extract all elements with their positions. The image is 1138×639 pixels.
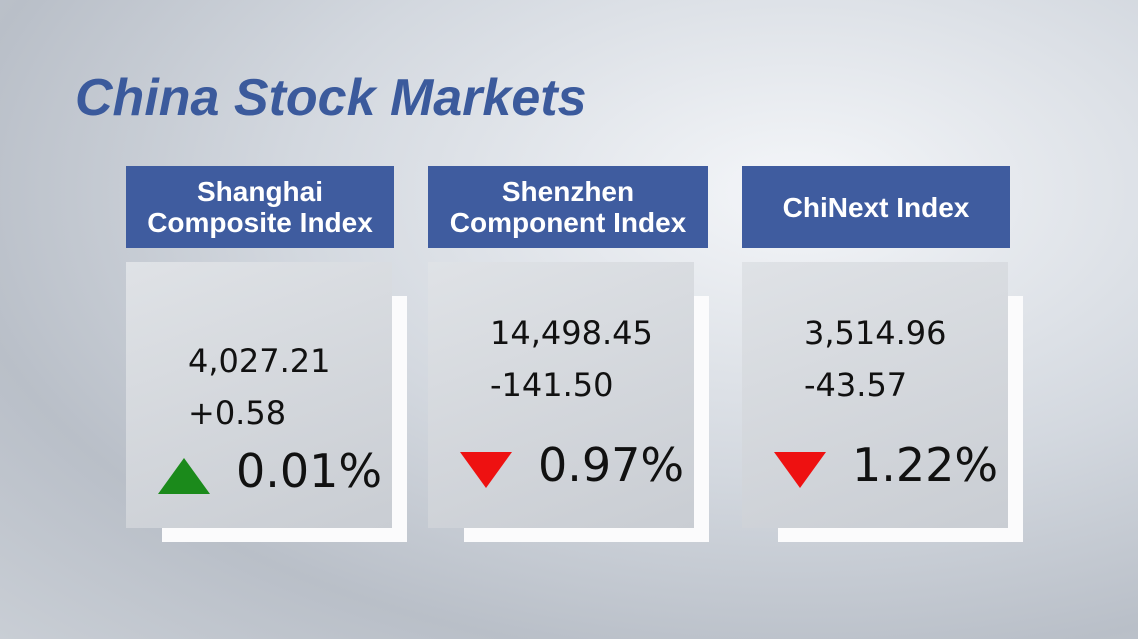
card-panel: 3,514.96 -43.57 1.22%: [742, 262, 1008, 528]
arrow-up: [158, 458, 210, 494]
index-change: -43.57: [804, 366, 908, 404]
stock-card: ChiNext Index 3,514.96 -43.57 1.22%: [742, 166, 1023, 544]
percent-change: 0.01%: [236, 444, 383, 498]
index-value: 3,514.96: [804, 314, 947, 352]
percent-change: 0.97%: [538, 438, 685, 492]
card-panel: 4,027.21 +0.58 0.01%: [126, 262, 392, 528]
card-header: Shanghai Composite Index: [126, 166, 394, 248]
card-header: Shenzhen Component Index: [428, 166, 708, 248]
arrow-shape: [158, 458, 210, 494]
arrow-shape: [774, 452, 826, 488]
arrow-down: [774, 452, 826, 488]
index-value: 14,498.45: [490, 314, 653, 352]
arrow-shape: [460, 452, 512, 488]
arrow-down: [460, 452, 512, 488]
stock-card: Shenzhen Component Index 14,498.45 -141.50…: [428, 166, 709, 544]
index-value: 4,027.21: [188, 342, 331, 380]
index-change: -141.50: [490, 366, 614, 404]
card-panel: 14,498.45 -141.50 0.97%: [428, 262, 694, 528]
index-change: +0.58: [188, 394, 287, 432]
stock-card: Shanghai Composite Index 4,027.21 +0.58 0.0…: [126, 166, 407, 544]
title: China Stock Markets: [75, 69, 587, 127]
card-header: ChiNext Index: [742, 166, 1010, 248]
percent-change: 1.22%: [852, 438, 999, 492]
